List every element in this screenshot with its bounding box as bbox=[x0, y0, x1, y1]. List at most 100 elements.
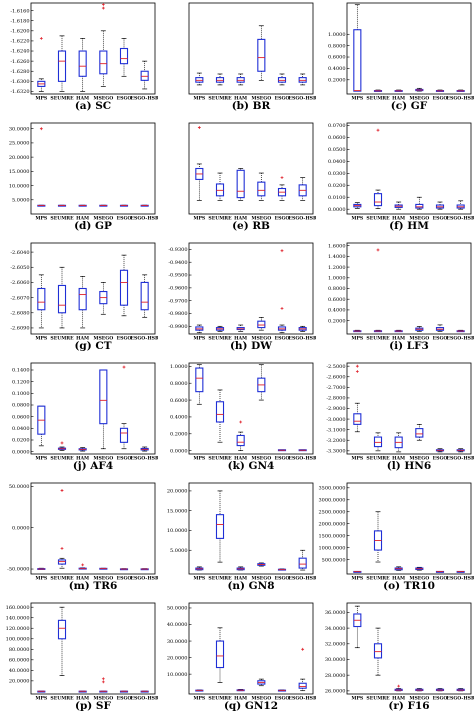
y-tick-label: 160.0000 bbox=[6, 605, 30, 611]
box-seumre bbox=[57, 204, 67, 207]
x-category-label: ESGO bbox=[275, 216, 290, 222]
y-tick-label: 40.0000 bbox=[167, 622, 188, 628]
box-mps bbox=[353, 202, 362, 209]
outlier-marker bbox=[397, 684, 401, 688]
iqr-box bbox=[215, 183, 225, 197]
box-esgo bbox=[277, 176, 287, 201]
box-esgo bbox=[277, 249, 287, 334]
x-category-label: HAM bbox=[234, 96, 247, 102]
y-tick-label: -2.7000 bbox=[326, 385, 345, 391]
iqr-box bbox=[215, 514, 225, 539]
y-tick-label: 50.0000 bbox=[9, 484, 30, 490]
x-category-label: MPS bbox=[351, 336, 364, 342]
box-esgo-hsr bbox=[298, 449, 307, 452]
box-esgo-hsr bbox=[298, 73, 307, 86]
x-category-label: MSEGO bbox=[93, 456, 113, 462]
box-esgo bbox=[435, 89, 445, 92]
plot-frame bbox=[188, 482, 314, 575]
panel-caption: (h) DW bbox=[230, 340, 272, 352]
box-ham bbox=[78, 447, 87, 452]
y-tick-label: -2.6060 bbox=[10, 280, 29, 286]
box-esgo bbox=[119, 254, 129, 317]
x-category-label: ESGO-HSR bbox=[131, 336, 158, 342]
y-tick-label: 500.0000 bbox=[322, 557, 346, 563]
y-tick-label: 5.0000 bbox=[170, 548, 188, 554]
outlier-marker bbox=[39, 127, 43, 131]
panel-caption: (l) HN6 bbox=[387, 460, 431, 472]
x-category-label: SEUMRE bbox=[50, 216, 74, 222]
iqr-box bbox=[456, 204, 465, 209]
y-tick-label: -0.9400 bbox=[168, 260, 187, 266]
x-category-label: HAM bbox=[392, 576, 405, 582]
y-tick-label: 3000.0000 bbox=[318, 497, 345, 503]
y-tick-label: 0.4000 bbox=[328, 66, 346, 72]
x-category-label: MSEGO bbox=[409, 696, 429, 702]
x-category-label: ESGO bbox=[433, 696, 448, 702]
y-tick-label: 34.0000 bbox=[325, 626, 346, 632]
x-category-label: MSEGO bbox=[251, 696, 271, 702]
outlier-marker bbox=[60, 546, 64, 550]
x-category-label: SEUMRE bbox=[366, 336, 390, 342]
x-category-label: MPS bbox=[193, 456, 206, 462]
y-tick-label: 0.8000 bbox=[328, 43, 346, 49]
x-category-label: SEUMRE bbox=[208, 696, 232, 702]
x-category-label: HAM bbox=[76, 216, 89, 222]
y-tick-label: 0.0500 bbox=[328, 147, 346, 153]
box-ham bbox=[78, 38, 87, 92]
panel-caption: (i) LF3 bbox=[389, 340, 429, 352]
iqr-box bbox=[140, 281, 149, 311]
iqr-box bbox=[298, 77, 307, 83]
y-tick-label: 0.0400 bbox=[12, 426, 30, 432]
x-category-label: SEUMRE bbox=[366, 456, 390, 462]
x-category-label: ESGO bbox=[275, 696, 290, 702]
y-tick-label: 0.4000 bbox=[170, 415, 188, 421]
y-tick-label: 0.1400 bbox=[12, 368, 30, 374]
y-tick-label: 32.0000 bbox=[325, 641, 346, 647]
box-esgo-hsr bbox=[456, 448, 465, 453]
y-tick-label: -1.6200 bbox=[10, 29, 29, 35]
box-ham bbox=[236, 168, 245, 201]
y-tick-label: 80.0000 bbox=[9, 647, 30, 653]
x-category-label: ESGO-HSR bbox=[289, 96, 316, 102]
x-category-label: SEUMRE bbox=[208, 336, 232, 342]
box-mps bbox=[195, 126, 204, 201]
y-tick-label: -2.5000 bbox=[326, 364, 345, 370]
iqr-box bbox=[99, 369, 108, 425]
boxplot-panel: 30.0000 25.0000 20.0000 15.0000 10.0000 5.000… bbox=[0, 120, 158, 240]
y-tick-label: 10.0000 bbox=[167, 672, 188, 678]
x-category-label: ESGO bbox=[117, 576, 132, 582]
box-seumre bbox=[57, 35, 67, 92]
boxplot-svg: 50.0000 40.0000 30.0000 20.0000 10.0000 MPS SE… bbox=[167, 602, 316, 712]
box-esgo bbox=[435, 324, 445, 332]
y-tick-label: 0.1200 bbox=[12, 379, 30, 385]
x-category-label: ESGO-HSR bbox=[447, 576, 474, 582]
box-msego bbox=[415, 424, 424, 441]
boxplot-svg: 30.0000 25.0000 20.0000 15.0000 10.0000 5.000… bbox=[9, 122, 158, 232]
box-seumre bbox=[215, 490, 225, 563]
y-tick-label: 100.0000 bbox=[6, 636, 30, 642]
y-tick-label: 5.0000 bbox=[12, 197, 30, 203]
box-esgo bbox=[119, 204, 129, 207]
box-mps bbox=[353, 364, 362, 433]
boxplot-panel: 1.6000 1.4000 1.2000 1.0000 0.8000 0.6000 0.40… bbox=[316, 240, 474, 360]
box-esgo bbox=[435, 201, 445, 210]
y-tick-label: 3500.0000 bbox=[318, 485, 345, 491]
box-esgo bbox=[435, 570, 445, 573]
outlier-marker bbox=[376, 128, 380, 132]
panel-caption: (o) TR10 bbox=[383, 580, 435, 592]
y-tick-label: 0.8000 bbox=[170, 381, 188, 387]
x-category-label: SEUMRE bbox=[208, 216, 232, 222]
y-tick-label: -2.6090 bbox=[10, 326, 29, 332]
x-category-label: HAM bbox=[234, 336, 247, 342]
boxplot-svg: -0.9300 -0.9400 -0.9500 -0.9600 -0.9700 -0.98… bbox=[168, 242, 316, 352]
y-tick-label: -0.9800 bbox=[168, 311, 187, 317]
y-tick-label: -1.6180 bbox=[10, 18, 29, 24]
x-category-label: ESGO-HSR bbox=[131, 696, 158, 702]
x-category-label: ESGO-HSR bbox=[447, 96, 474, 102]
x-category-label: MSEGO bbox=[409, 96, 429, 102]
boxplot-panel: MPS SEUMRE HAM MSEGO ESGO ESGO-HSR (b) BR bbox=[158, 0, 316, 120]
boxplot-panel: 0.1400 0.1200 0.1000 0.0800 0.0600 0.0400 0.02… bbox=[0, 360, 158, 480]
y-tick-label: 1.0000 bbox=[328, 275, 346, 281]
y-tick-label: -1.6300 bbox=[10, 79, 29, 85]
box-msego bbox=[415, 566, 424, 571]
